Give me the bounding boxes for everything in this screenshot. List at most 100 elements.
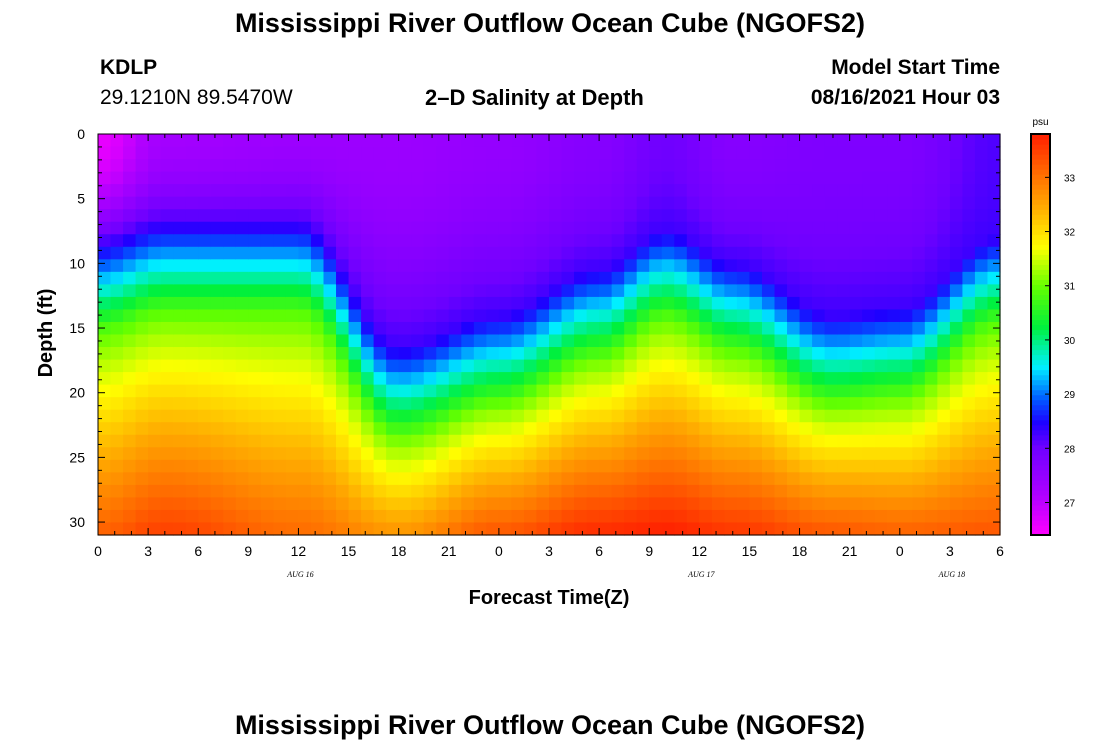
heatmap-cell (599, 209, 613, 223)
heatmap-cell (260, 309, 274, 323)
heatmap-cell (674, 271, 688, 285)
colorbar-segment (1031, 419, 1050, 426)
heatmap-cell (536, 384, 550, 398)
heatmap-cell (987, 146, 1001, 160)
heatmap-cell (949, 347, 964, 361)
heatmap-cell (661, 359, 675, 373)
heatmap-cell (899, 134, 913, 148)
heatmap-cell (210, 296, 224, 311)
heatmap-cell (223, 284, 237, 298)
heatmap-cell (937, 171, 951, 185)
heatmap-cell (498, 409, 513, 423)
heatmap-cell (123, 234, 137, 248)
heatmap-cell (624, 409, 638, 423)
heatmap-cell (436, 246, 450, 260)
heatmap-cell (812, 271, 826, 285)
heatmap-cell (336, 347, 350, 361)
heatmap-cell (974, 384, 989, 398)
heatmap-cell (586, 484, 600, 499)
colorbar-segment (1031, 234, 1050, 240)
heatmap-cell (674, 234, 688, 248)
colorbar-segment (1031, 264, 1050, 270)
heatmap-cell (699, 271, 713, 285)
heatmap-cell (561, 509, 575, 524)
heatmap-cell (173, 409, 187, 423)
colorbar-segment (1031, 229, 1050, 235)
heatmap-cell (98, 321, 112, 336)
heatmap-cell (536, 171, 550, 185)
colorbar-tick-label: 31 (1064, 282, 1076, 293)
heatmap-cell (498, 234, 513, 248)
heatmap-cell (674, 309, 688, 323)
heatmap-cell (862, 196, 876, 210)
heatmap-cell (912, 296, 926, 311)
heatmap-cell (624, 434, 638, 448)
heatmap-cell (674, 522, 688, 536)
colorbar-segment (1031, 259, 1050, 265)
heatmap-cell (298, 359, 312, 373)
heatmap-cell (423, 472, 437, 486)
heatmap-cell (436, 134, 450, 148)
heatmap-cell (198, 196, 212, 210)
heatmap-cell (862, 296, 876, 311)
heatmap-cell (962, 472, 976, 486)
heatmap-cell (210, 497, 224, 511)
heatmap-cell (661, 522, 675, 536)
heatmap-cell (411, 284, 425, 298)
heatmap-cell (110, 234, 124, 248)
heatmap-cell (899, 234, 913, 248)
heatmap-cell (448, 372, 462, 386)
heatmap-cell (561, 472, 575, 486)
heatmap-cell (912, 384, 926, 398)
heatmap-cell (423, 196, 437, 210)
heatmap-cell (260, 271, 274, 285)
heatmap-cell (148, 309, 162, 323)
heatmap-cell (674, 384, 688, 398)
heatmap-cell (523, 259, 538, 273)
heatmap-cell (611, 296, 625, 311)
heatmap-cell (298, 447, 312, 461)
heatmap-cell (761, 196, 776, 210)
heatmap-cell (787, 509, 801, 524)
heatmap-cell (423, 146, 437, 160)
heatmap-cell (649, 321, 663, 336)
heatmap-cell (711, 146, 725, 160)
heatmap-cell (962, 209, 976, 223)
heatmap-cell (235, 522, 249, 536)
heatmap-cell (949, 409, 964, 423)
heatmap-cell (98, 422, 112, 436)
heatmap-cell (436, 271, 450, 285)
heatmap-cell (223, 372, 237, 386)
heatmap-cell (824, 196, 838, 210)
heatmap-cell (837, 171, 851, 185)
heatmap-cell (887, 209, 901, 223)
heatmap-cell (98, 159, 112, 173)
heatmap-cell (987, 309, 1001, 323)
heatmap-cell (661, 271, 675, 285)
heatmap-cell (611, 509, 625, 524)
heatmap-cell (699, 309, 713, 323)
heatmap-cell (812, 321, 826, 336)
heatmap-cell (185, 384, 199, 398)
heatmap-cell (761, 422, 776, 436)
heatmap-cell (749, 234, 763, 248)
heatmap-cell (260, 447, 274, 461)
heatmap-cell (599, 484, 613, 499)
heatmap-cell (887, 409, 901, 423)
heatmap-cell (486, 321, 500, 336)
heatmap-cell (862, 259, 876, 273)
heatmap-cell (686, 171, 700, 185)
heatmap-cell (924, 209, 938, 223)
heatmap-cell (298, 259, 312, 273)
heatmap-cell (448, 246, 462, 260)
heatmap-cell (774, 522, 788, 536)
heatmap-cell (248, 309, 262, 323)
heatmap-cell (849, 321, 863, 336)
heatmap-cell (724, 522, 738, 536)
heatmap-cell (549, 497, 563, 511)
heatmap-cell (436, 434, 450, 448)
heatmap-cell (724, 271, 738, 285)
heatmap-cell (185, 184, 199, 198)
heatmap-cell (210, 146, 224, 160)
heatmap-cell (423, 497, 437, 511)
